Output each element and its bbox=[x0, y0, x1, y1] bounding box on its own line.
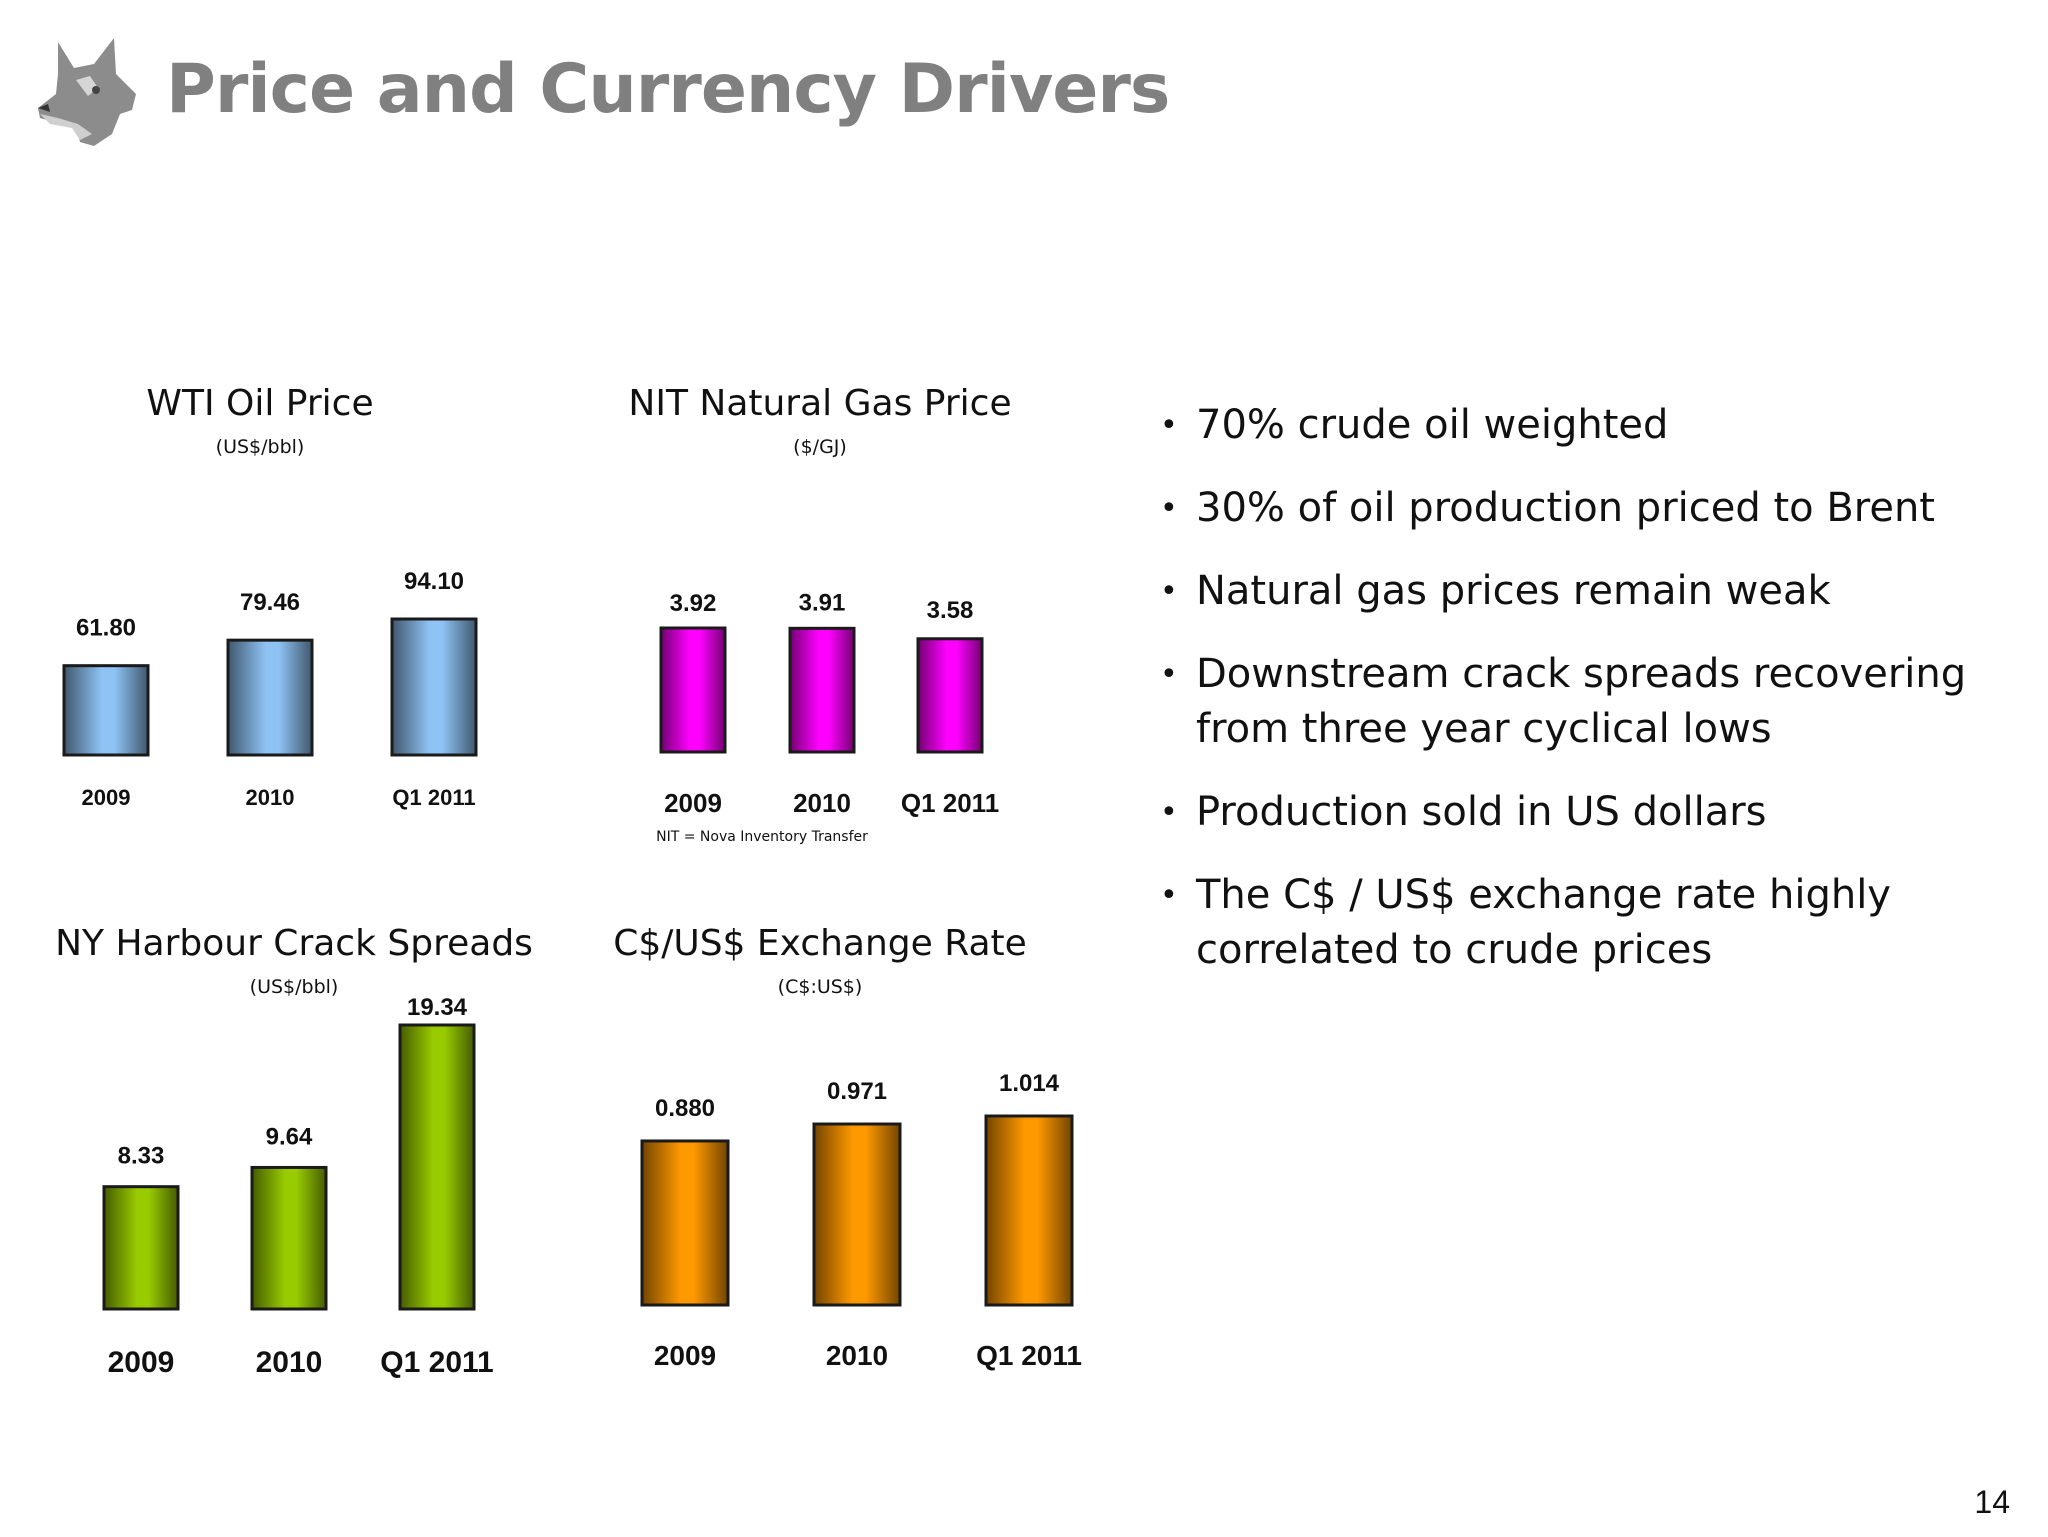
bar bbox=[916, 637, 984, 754]
bar bbox=[102, 1185, 180, 1311]
category-label: Q1 2011 bbox=[392, 785, 475, 810]
wti-oil-price-chart: WTI Oil Price (US$/bbl) 61.80 2009 79.46 2010… bbox=[62, 383, 478, 810]
category-label: 2010 bbox=[793, 788, 851, 818]
bar bbox=[62, 664, 150, 757]
chart-unit: (C$:US$) bbox=[778, 976, 863, 998]
bar bbox=[250, 1165, 328, 1311]
category-label: Q1 2011 bbox=[901, 788, 999, 818]
data-label: 8.33 bbox=[118, 1143, 165, 1170]
data-label: 0.971 bbox=[827, 1078, 887, 1105]
category-label: 2009 bbox=[664, 788, 722, 818]
bullet-item: • Production sold in US dollars bbox=[1160, 789, 1767, 835]
chart-unit: (US$/bbl) bbox=[216, 436, 305, 458]
bullet-item: • Natural gas prices remain weak bbox=[1160, 568, 1831, 614]
category-label: Q1 2011 bbox=[976, 1340, 1082, 1371]
bar bbox=[788, 626, 856, 754]
data-label: 0.880 bbox=[655, 1095, 715, 1122]
chart-unit: (US$/bbl) bbox=[250, 976, 339, 998]
category-label: 2009 bbox=[82, 785, 131, 810]
husky-dog-head-icon bbox=[38, 38, 136, 146]
bar bbox=[390, 617, 478, 757]
chart-title: NY Harbour Crack Spreads bbox=[55, 923, 533, 964]
category-label: 2010 bbox=[826, 1340, 888, 1371]
bar bbox=[640, 1139, 730, 1307]
chart-title: C$/US$ Exchange Rate bbox=[613, 923, 1027, 964]
chart-footnote: NIT = Nova Inventory Transfer bbox=[656, 829, 868, 845]
chart-title: NIT Natural Gas Price bbox=[628, 383, 1011, 424]
data-label: 3.58 bbox=[927, 597, 974, 624]
data-label: 61.80 bbox=[76, 615, 136, 642]
bar bbox=[398, 1023, 476, 1311]
bullet-item: • 30% of oil production priced to Brent bbox=[1160, 485, 1935, 531]
nit-gas-price-chart: NIT Natural Gas Price ($/GJ) 3.92 2009 3.91 2… bbox=[628, 383, 1011, 845]
data-label: 19.34 bbox=[407, 994, 468, 1021]
chart-title: WTI Oil Price bbox=[146, 383, 373, 424]
bullet-item: • Downstream crack spreads recovering fro… bbox=[1160, 651, 1967, 752]
category-label: 2010 bbox=[256, 1346, 323, 1379]
exchange-rate-chart: C$/US$ Exchange Rate (C$:US$) 0.880 2009 0.9… bbox=[613, 923, 1082, 1371]
category-label: Q1 2011 bbox=[380, 1346, 493, 1379]
bar bbox=[812, 1122, 902, 1307]
data-label: 3.91 bbox=[799, 589, 846, 616]
bar bbox=[226, 638, 314, 757]
page-title: Price and Currency Drivers bbox=[166, 50, 1170, 129]
category-label: 2010 bbox=[246, 785, 295, 810]
data-label: 1.014 bbox=[999, 1070, 1060, 1097]
data-label: 94.10 bbox=[404, 568, 464, 595]
page-number: 14 bbox=[1974, 1484, 2010, 1520]
category-label: 2009 bbox=[108, 1346, 175, 1379]
data-label: 9.64 bbox=[266, 1123, 313, 1150]
bullet-item: • The C$ / US$ exchange rate highly corre… bbox=[1160, 872, 1891, 973]
chart-unit: ($/GJ) bbox=[793, 436, 847, 458]
bar bbox=[659, 626, 727, 754]
crack-spreads-chart: NY Harbour Crack Spreads (US$/bbl) 8.33 200… bbox=[55, 923, 533, 1379]
bullet-list: • 70% crude oil weighted • 30% of oil prod… bbox=[1160, 398, 2000, 1006]
data-label: 3.92 bbox=[670, 590, 717, 617]
data-label: 79.46 bbox=[240, 589, 300, 616]
bullet-item: • 70% crude oil weighted bbox=[1160, 402, 1669, 448]
category-label: 2009 bbox=[654, 1340, 716, 1371]
bar bbox=[984, 1114, 1074, 1307]
